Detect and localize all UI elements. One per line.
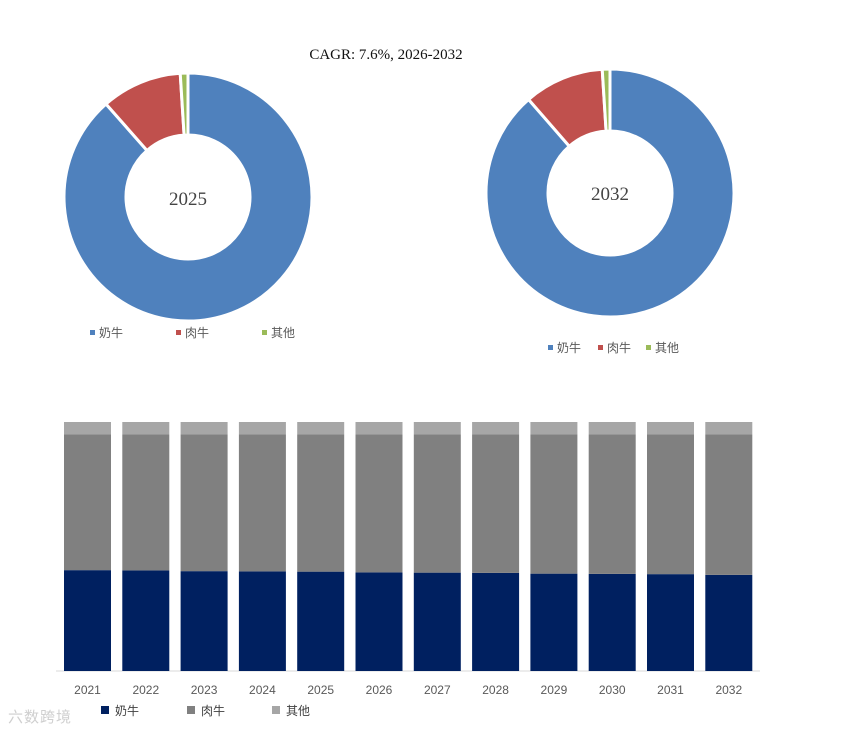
legend-label-2032-0: 奶牛 [557, 340, 581, 355]
x-tick-label-2031: 2031 [657, 683, 684, 697]
donut-chart-2032 [484, 67, 736, 319]
x-tick-label-2023: 2023 [191, 683, 218, 697]
bar-2028-series-2 [472, 422, 520, 435]
legend-label-2032-1: 肉牛 [607, 340, 631, 355]
bar-2022-series-2 [122, 422, 170, 435]
bar-2029-series-0 [530, 573, 578, 671]
bar-2032-series-0 [705, 574, 753, 671]
x-tick-label-2021: 2021 [74, 683, 101, 697]
bar-legend-label-2: 其他 [286, 704, 310, 718]
bar-2029-series-2 [530, 422, 578, 435]
x-tick-label-2026: 2026 [366, 683, 393, 697]
bar-2029-series-1 [530, 434, 578, 574]
donut-center-label-2032: 2032 [591, 184, 629, 205]
legend-swatch-2032-2 [646, 345, 651, 350]
bar-2027-series-1 [413, 434, 461, 573]
donut-legend-2025: 奶牛 肉牛 其他 [90, 325, 295, 340]
bar-legend-label-0: 奶牛 [115, 703, 139, 718]
donut-slice-2025-0 [62, 71, 314, 323]
x-tick-label-2029: 2029 [541, 683, 568, 697]
stacked-bar-chart [64, 422, 753, 671]
bar-2023-series-0 [180, 571, 228, 671]
bar-2021-series-1 [64, 434, 111, 571]
legend-label-2025-0: 奶牛 [99, 325, 123, 340]
legend-swatch-2032-1 [598, 345, 603, 350]
legend-label-2032-2: 其他 [655, 341, 679, 355]
legend-label-2025-1: 肉牛 [185, 325, 209, 340]
bar-2026-series-1 [355, 434, 403, 573]
bar-2024-series-1 [238, 434, 286, 572]
x-tick-label-2024: 2024 [249, 683, 276, 697]
legend-swatch-2025-0 [90, 330, 95, 335]
bar-legend-swatch-1 [187, 706, 195, 714]
bar-2031-series-0 [647, 574, 694, 671]
bar-2021-series-0 [64, 570, 111, 671]
bar-2028-series-1 [472, 434, 520, 573]
donut-slice-2025-2 [178, 71, 190, 137]
bar-2023-series-2 [180, 422, 228, 435]
bar-2025-series-2 [297, 422, 345, 435]
bar-legend-label-1: 肉牛 [201, 703, 225, 718]
chart-title: CAGR: 7.6%, 2026-2032 [309, 47, 462, 63]
watermark-text: 六数跨境 [8, 708, 73, 726]
legend-swatch-2032-0 [548, 345, 553, 350]
x-tick-label-2027: 2027 [424, 683, 451, 697]
bar-2030-series-1 [588, 434, 636, 574]
bar-2027-series-2 [413, 422, 461, 435]
bar-2025-series-0 [297, 571, 345, 671]
bar-2031-series-2 [647, 422, 694, 435]
bar-2030-series-2 [588, 422, 636, 435]
bar-2032-series-1 [705, 434, 753, 575]
bar-2028-series-0 [472, 572, 520, 671]
x-tick-label-2028: 2028 [482, 683, 509, 697]
bar-2024-series-0 [238, 571, 286, 671]
bar-chart-x-tick-labels: 2021 2022 2023 2024 2025 2026 2027 2028 2029 2030… [74, 683, 742, 697]
bar-2031-series-1 [647, 434, 694, 575]
donut-slice-2032-2 [600, 67, 612, 133]
donut-legend-2032: 奶牛 肉牛 其他 [548, 340, 679, 355]
x-tick-label-2030: 2030 [599, 683, 626, 697]
donut-chart-2025 [62, 71, 314, 323]
legend-label-2025-2: 其他 [271, 326, 295, 340]
bar-2027-series-0 [413, 572, 461, 671]
bar-2026-series-0 [355, 572, 403, 671]
x-tick-label-2025: 2025 [307, 683, 334, 697]
bar-2026-series-2 [355, 422, 403, 435]
legend-swatch-2025-1 [176, 330, 181, 335]
bar-legend-swatch-0 [101, 706, 109, 714]
bar-2022-series-0 [122, 570, 170, 671]
x-tick-label-2022: 2022 [132, 683, 159, 697]
bar-chart-legend: 奶牛 肉牛 其他 [101, 703, 310, 718]
bar-2021-series-2 [64, 422, 111, 435]
bar-legend-swatch-2 [272, 706, 280, 714]
x-tick-label-2032: 2032 [715, 683, 742, 697]
bar-2023-series-1 [180, 434, 228, 572]
donut-slice-2032-0 [484, 67, 736, 319]
bar-2030-series-0 [588, 573, 636, 671]
bar-2032-series-2 [705, 422, 753, 435]
bar-2024-series-2 [238, 422, 286, 435]
donut-center-label-2025: 2025 [169, 189, 207, 210]
legend-swatch-2025-2 [262, 330, 267, 335]
bar-2025-series-1 [297, 434, 345, 572]
bar-2022-series-1 [122, 434, 170, 571]
